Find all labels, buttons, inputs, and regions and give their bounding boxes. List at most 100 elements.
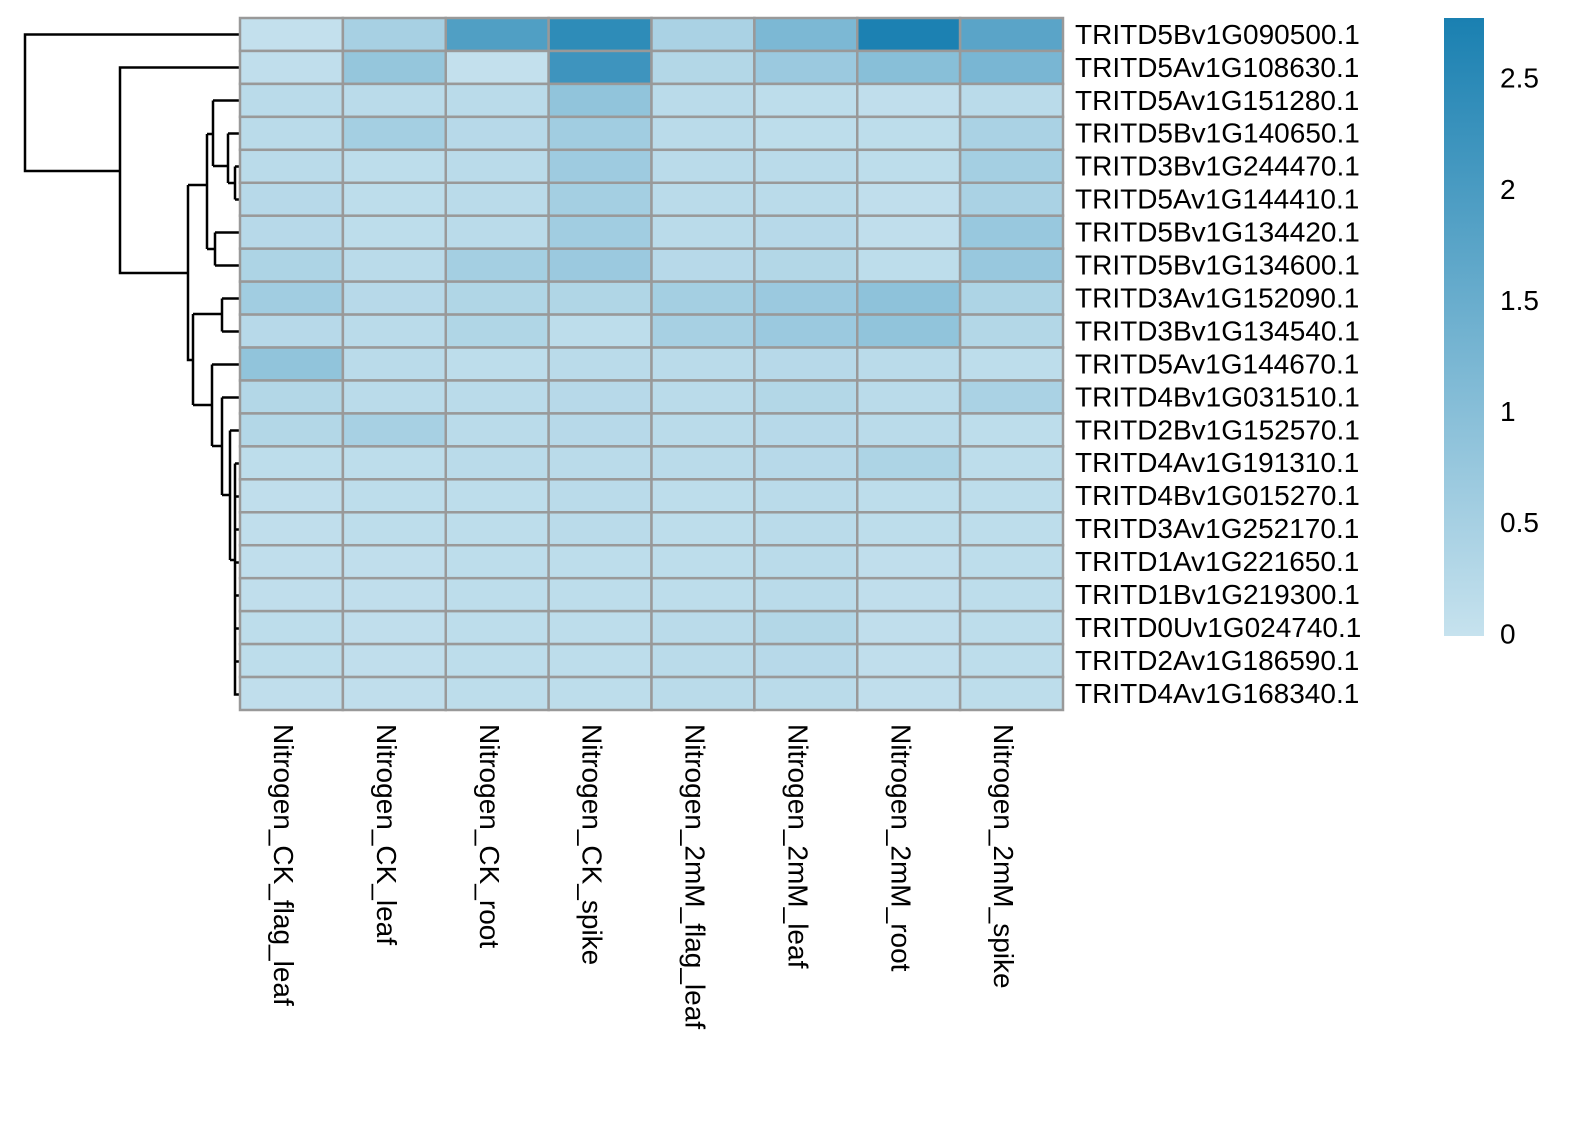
heatmap-cell [958,675,1065,712]
heatmap-cell [444,642,550,679]
heatmap-cell [650,16,756,53]
row-label: TRITD5Bv1G134600.1 [1075,250,1360,281]
heatmap-cell [958,609,1065,646]
heatmap-cell [856,478,962,514]
heatmap-cell [958,379,1065,415]
row-label: TRITD4Av1G168340.1 [1075,678,1359,709]
column-label: Nitrogen_2mM_leaf [782,724,813,969]
heatmap-cell [958,576,1065,613]
row-label: TRITD0Uv1G024740.1 [1075,612,1361,643]
heatmap-cell [547,445,653,481]
heatmap-cell [958,49,1065,86]
heatmap-cell [856,511,962,547]
heatmap-cell [341,511,447,547]
heatmap-cell [856,280,962,316]
heatmap-cell [341,280,447,316]
heatmap-cell [958,82,1065,119]
heatmap-cell [341,576,447,613]
heatmap-cell [958,115,1065,152]
heatmap-cell [958,511,1065,547]
heatmap-cell [650,247,756,283]
heatmap-cell [753,576,859,613]
heatmap-cell [238,280,345,316]
heatmap-cell [238,675,345,712]
heatmap-cell [650,313,756,349]
heatmap-cell [650,49,756,86]
heatmap-cell [547,16,653,53]
heatmap-cell [650,280,756,316]
heatmap-cell [444,609,550,646]
heatmap-cell [444,511,550,547]
heatmap-cell [547,181,653,217]
heatmap-cell [547,280,653,316]
heatmap-cell [444,313,550,349]
heatmap-cell [238,148,345,185]
heatmap-cell [753,247,859,283]
heatmap-cell [856,379,962,415]
heatmap-cell [341,181,447,217]
heatmap-cell [650,642,756,679]
column-label: Nitrogen_CK_root [474,724,505,948]
heatmap-cell [650,609,756,646]
heatmap-cell [753,313,859,349]
heatmap-cell [958,543,1065,580]
heatmap-cell [958,313,1065,349]
heatmap-cell [547,115,653,152]
heatmap-cell [753,445,859,481]
heatmap-cell [753,16,859,53]
heatmap-cell [753,478,859,514]
heatmap-cell [753,511,859,547]
heatmap-cell [547,148,653,185]
heatmap-cell [238,642,345,679]
heatmap-cell [856,16,962,53]
row-label: TRITD3Bv1G244470.1 [1075,151,1360,182]
heatmap-cell [238,313,345,349]
heatmap-cell [238,82,345,119]
heatmap-cell [856,115,962,152]
row-label: TRITD3Bv1G134540.1 [1075,315,1360,346]
heatmap-cell [547,642,653,679]
heatmap-cell [238,379,345,415]
heatmap-cell [238,214,345,250]
heatmap-cell [753,280,859,316]
heatmap-cell [341,445,447,481]
row-label: TRITD3Av1G152090.1 [1075,282,1359,313]
heatmap-cell [958,181,1065,217]
heatmap-cell [650,148,756,185]
heatmap-cell [341,379,447,415]
heatmap-cell [238,181,345,217]
heatmap-cell [856,609,962,646]
heatmap-cell [238,346,345,382]
heatmap-cell [856,642,962,679]
heatmap-cell [341,82,447,119]
heatmap-cell [444,280,550,316]
heatmap-cell [444,412,550,448]
row-label: TRITD5Bv1G134420.1 [1075,217,1360,248]
heatmap-cell [444,214,550,250]
heatmap-cell [753,346,859,382]
color-bar-tick-label: 0 [1500,618,1516,649]
heatmap-cell [958,148,1065,185]
heatmap-cell [444,543,550,580]
heatmap-cell [341,49,447,86]
heatmap-cell [341,675,447,712]
heatmap-cell [753,543,859,580]
heatmap-cell [856,675,962,712]
column-label: Nitrogen_CK_spike [577,724,608,965]
heatmap-cell [444,82,550,119]
heatmap-cell [753,214,859,250]
heatmap-cell [753,181,859,217]
color-bar-tick-label: 2 [1500,174,1516,205]
heatmap-cell [444,181,550,217]
heatmap-cell [444,478,550,514]
heatmap-cell [650,412,756,448]
column-label: Nitrogen_2mM_spike [988,724,1019,989]
heatmap-cell [341,346,447,382]
heatmap-cell [238,543,345,580]
heatmap-cell [753,642,859,679]
heatmap-cell [547,511,653,547]
column-label: Nitrogen_CK_flag_leaf [268,724,299,1006]
color-bar [1444,18,1484,636]
heatmap-cell [238,511,345,547]
heatmap-cell [753,379,859,415]
